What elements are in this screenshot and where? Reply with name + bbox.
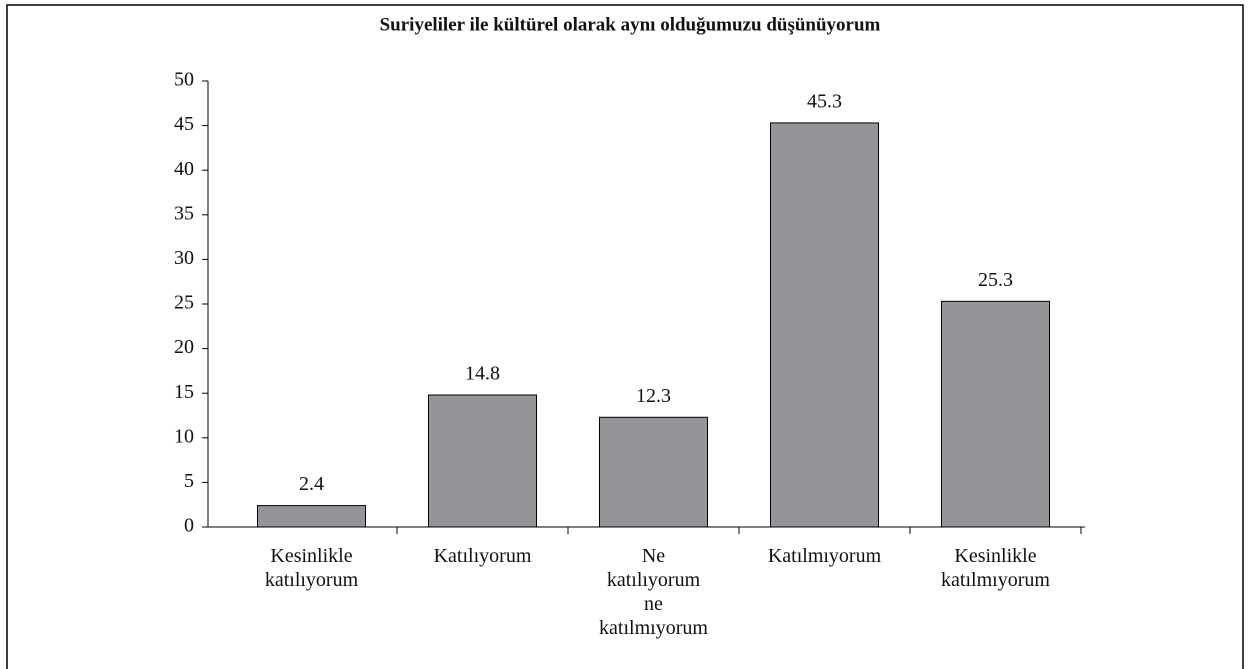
y-tick-label: 0 [184, 515, 194, 537]
y-tick-label: 5 [184, 470, 194, 492]
x-tick-label: Kesinlikle katılıyorum [265, 545, 359, 591]
y-tick-label: 10 [174, 425, 194, 447]
bar [257, 505, 366, 528]
data-label: 25.3 [978, 269, 1013, 291]
x-tick-label: Katılıyorum [434, 545, 532, 567]
x-tick-label: Katılmıyorum [768, 545, 882, 567]
y-tick-label: 35 [174, 202, 194, 224]
y-tick-label: 15 [174, 381, 194, 403]
chart-title: Suriyeliler ile kültürel olarak aynı old… [380, 14, 881, 35]
y-tick-label: 40 [174, 158, 194, 180]
bar [428, 394, 537, 528]
bar [770, 122, 879, 528]
x-tick-label: Ne katılıyorum ne katılmıyorum [599, 545, 708, 639]
bar [599, 416, 708, 528]
x-tick-label: Kesinlikle katılmıyorum [941, 545, 1050, 591]
y-tick-label: 50 [174, 69, 194, 91]
data-label: 2.4 [299, 473, 324, 495]
y-tick-label: 30 [174, 247, 194, 269]
bar [941, 300, 1050, 528]
y-tick-label: 20 [174, 336, 194, 358]
data-label: 14.8 [465, 363, 500, 385]
data-label: 45.3 [807, 91, 842, 113]
y-tick-label: 45 [174, 113, 194, 135]
y-tick-label: 25 [174, 292, 194, 314]
data-label: 12.3 [636, 385, 671, 407]
